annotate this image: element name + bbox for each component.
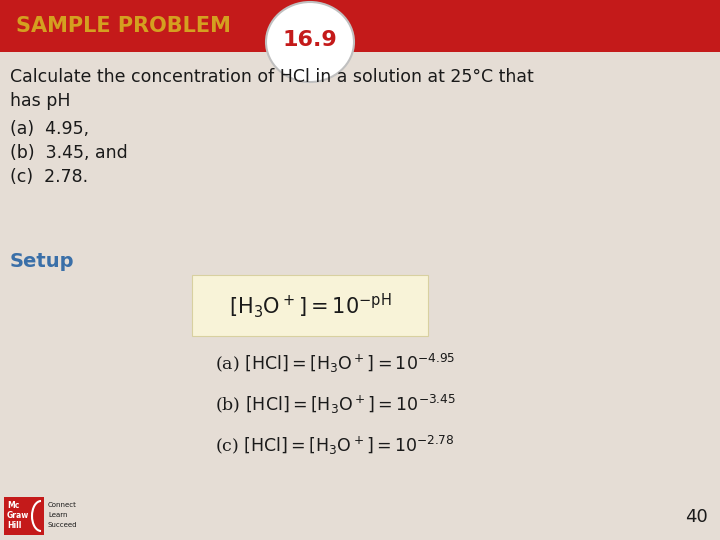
Text: Mc: Mc	[7, 501, 19, 510]
Text: Hill: Hill	[7, 521, 22, 530]
Text: Learn: Learn	[48, 512, 68, 518]
Text: SAMPLE PROBLEM: SAMPLE PROBLEM	[16, 16, 231, 36]
Text: Setup: Setup	[10, 252, 74, 271]
Text: (b) $[\mathrm{HCl}] = [\mathrm{H_3O^+}] = 10^{-3.45}$: (b) $[\mathrm{HCl}] = [\mathrm{H_3O^+}] …	[215, 393, 456, 416]
Text: has pH: has pH	[10, 92, 71, 110]
Text: Graw: Graw	[7, 511, 30, 520]
Text: 40: 40	[685, 508, 708, 526]
Text: Connect: Connect	[48, 502, 77, 508]
Ellipse shape	[266, 2, 354, 82]
Text: $[\mathrm{H_3O^+}] = 10^{-\mathrm{pH}}$: $[\mathrm{H_3O^+}] = 10^{-\mathrm{pH}}$	[229, 291, 392, 320]
Text: Calculate the concentration of HCl in a solution at 25°C that: Calculate the concentration of HCl in a …	[10, 68, 534, 86]
FancyBboxPatch shape	[4, 497, 44, 535]
Text: (b)  3.45, and: (b) 3.45, and	[10, 144, 127, 162]
Text: 16.9: 16.9	[283, 30, 338, 50]
Text: (c) $[\mathrm{HCl}] = [\mathrm{H_3O^+}] = 10^{-2.78}$: (c) $[\mathrm{HCl}] = [\mathrm{H_3O^+}] …	[215, 434, 454, 457]
Text: (c)  2.78.: (c) 2.78.	[10, 168, 88, 186]
FancyBboxPatch shape	[192, 275, 428, 336]
FancyBboxPatch shape	[0, 0, 720, 52]
Text: (a) $[\mathrm{HCl}] = [\mathrm{H_3O^+}] = 10^{-4.95}$: (a) $[\mathrm{HCl}] = [\mathrm{H_3O^+}] …	[215, 352, 455, 375]
Text: Succeed: Succeed	[48, 522, 78, 528]
Text: (a)  4.95,: (a) 4.95,	[10, 120, 89, 138]
